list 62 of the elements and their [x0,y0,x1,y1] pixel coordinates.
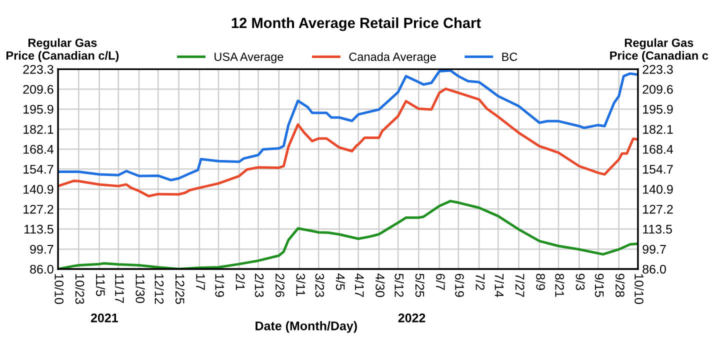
legend-label: USA Average [214,52,284,64]
x-tick-label: 8/21 [555,274,564,297]
x-tick-label: 7/2 [476,274,485,290]
x-tick-label: 11/5 [96,274,106,296]
x-tick-label: 9/28 [616,274,625,297]
x-tick-label: 3/11 [296,274,306,296]
x-tick-label: 1/7 [196,274,206,290]
x-tick-label: 5/12 [394,274,404,297]
y2-tick-label: 113.5 [643,224,672,234]
y-tick-label: 209.6 [23,84,54,94]
x-tick-label: 12/25 [175,274,185,304]
x-tick-label: 1/19 [215,274,224,297]
y-axis-title: Regular Gas Price (Canadian c/L) [6,38,119,62]
x-axis-title: Date (Month/Day) [256,321,357,333]
x-tick-label: 11/17 [115,274,124,303]
x-tick-label: 4/17 [354,273,364,297]
x-tick-label: 3/23 [315,274,324,297]
x-tick-label: 5/25 [415,274,425,297]
y2-tick-label: 154.7 [643,164,673,174]
y-tick-label: 168.4 [24,144,54,154]
y2-tick-label: 223.3 [642,65,673,74]
x-tick-label: 10/10 [634,274,644,304]
legend-label: Canada Average [349,52,436,64]
y2-tick-label: 195.9 [643,104,673,114]
y-tick-label: 154.7 [24,164,54,174]
x-tick-label: 10/10 [54,274,64,304]
x-tick-label: 7/27 [515,274,525,297]
x-tick-label: 2/1 [236,274,245,290]
x-tick-label: 4/5 [336,273,346,290]
x-tick-label: 4/30 [376,273,385,298]
chart-title: 12 Month Average Retail Price Chart [232,17,481,32]
y2-axis-title: Regular Gas Price (Canadian c [610,38,708,62]
y-tick-label: 113.5 [24,224,54,234]
y2-tick-label: 168.4 [643,144,674,154]
y-tick-label: 99.7 [30,244,54,254]
x-tick-label: 12/12 [154,274,164,304]
y2-tick-label: 140.9 [643,184,673,194]
y-tick-label: 140.9 [24,184,54,194]
x-tick-label: 2/26 [276,274,285,297]
text: 2022 [398,313,426,322]
y-tick-label: 86.0 [30,264,54,274]
x-tick-label: 11/30 [136,274,145,304]
x-tick-label: 9/3 [576,274,585,290]
text: 2021 [90,313,118,322]
y-tick-label: 195.9 [24,104,54,114]
y2-tick-label: 209.6 [642,84,673,94]
y-tick-label: 223.3 [23,65,54,74]
y2-tick-label: 127.2 [643,204,673,214]
y-tick-label: 127.2 [24,204,54,214]
x-tick-label: 6/7 [436,274,446,290]
x-tick-label: 6/19 [455,274,464,297]
legend-label: BC [502,52,518,61]
x-tick-label: 2/13 [254,274,264,297]
y-tick-label: 182.1 [24,124,54,134]
y2-tick-label: 99.7 [642,244,666,254]
line-series [58,88,638,198]
y2-tick-label: 182.1 [643,124,673,134]
x-tick-label: 10/23 [75,274,85,304]
x-tick-label: 7/14 [494,274,504,298]
x-tick-label: 8/9 [536,274,546,290]
x-tick-label: 9/15 [594,274,604,297]
y2-tick-label: 86.0 [642,264,666,274]
